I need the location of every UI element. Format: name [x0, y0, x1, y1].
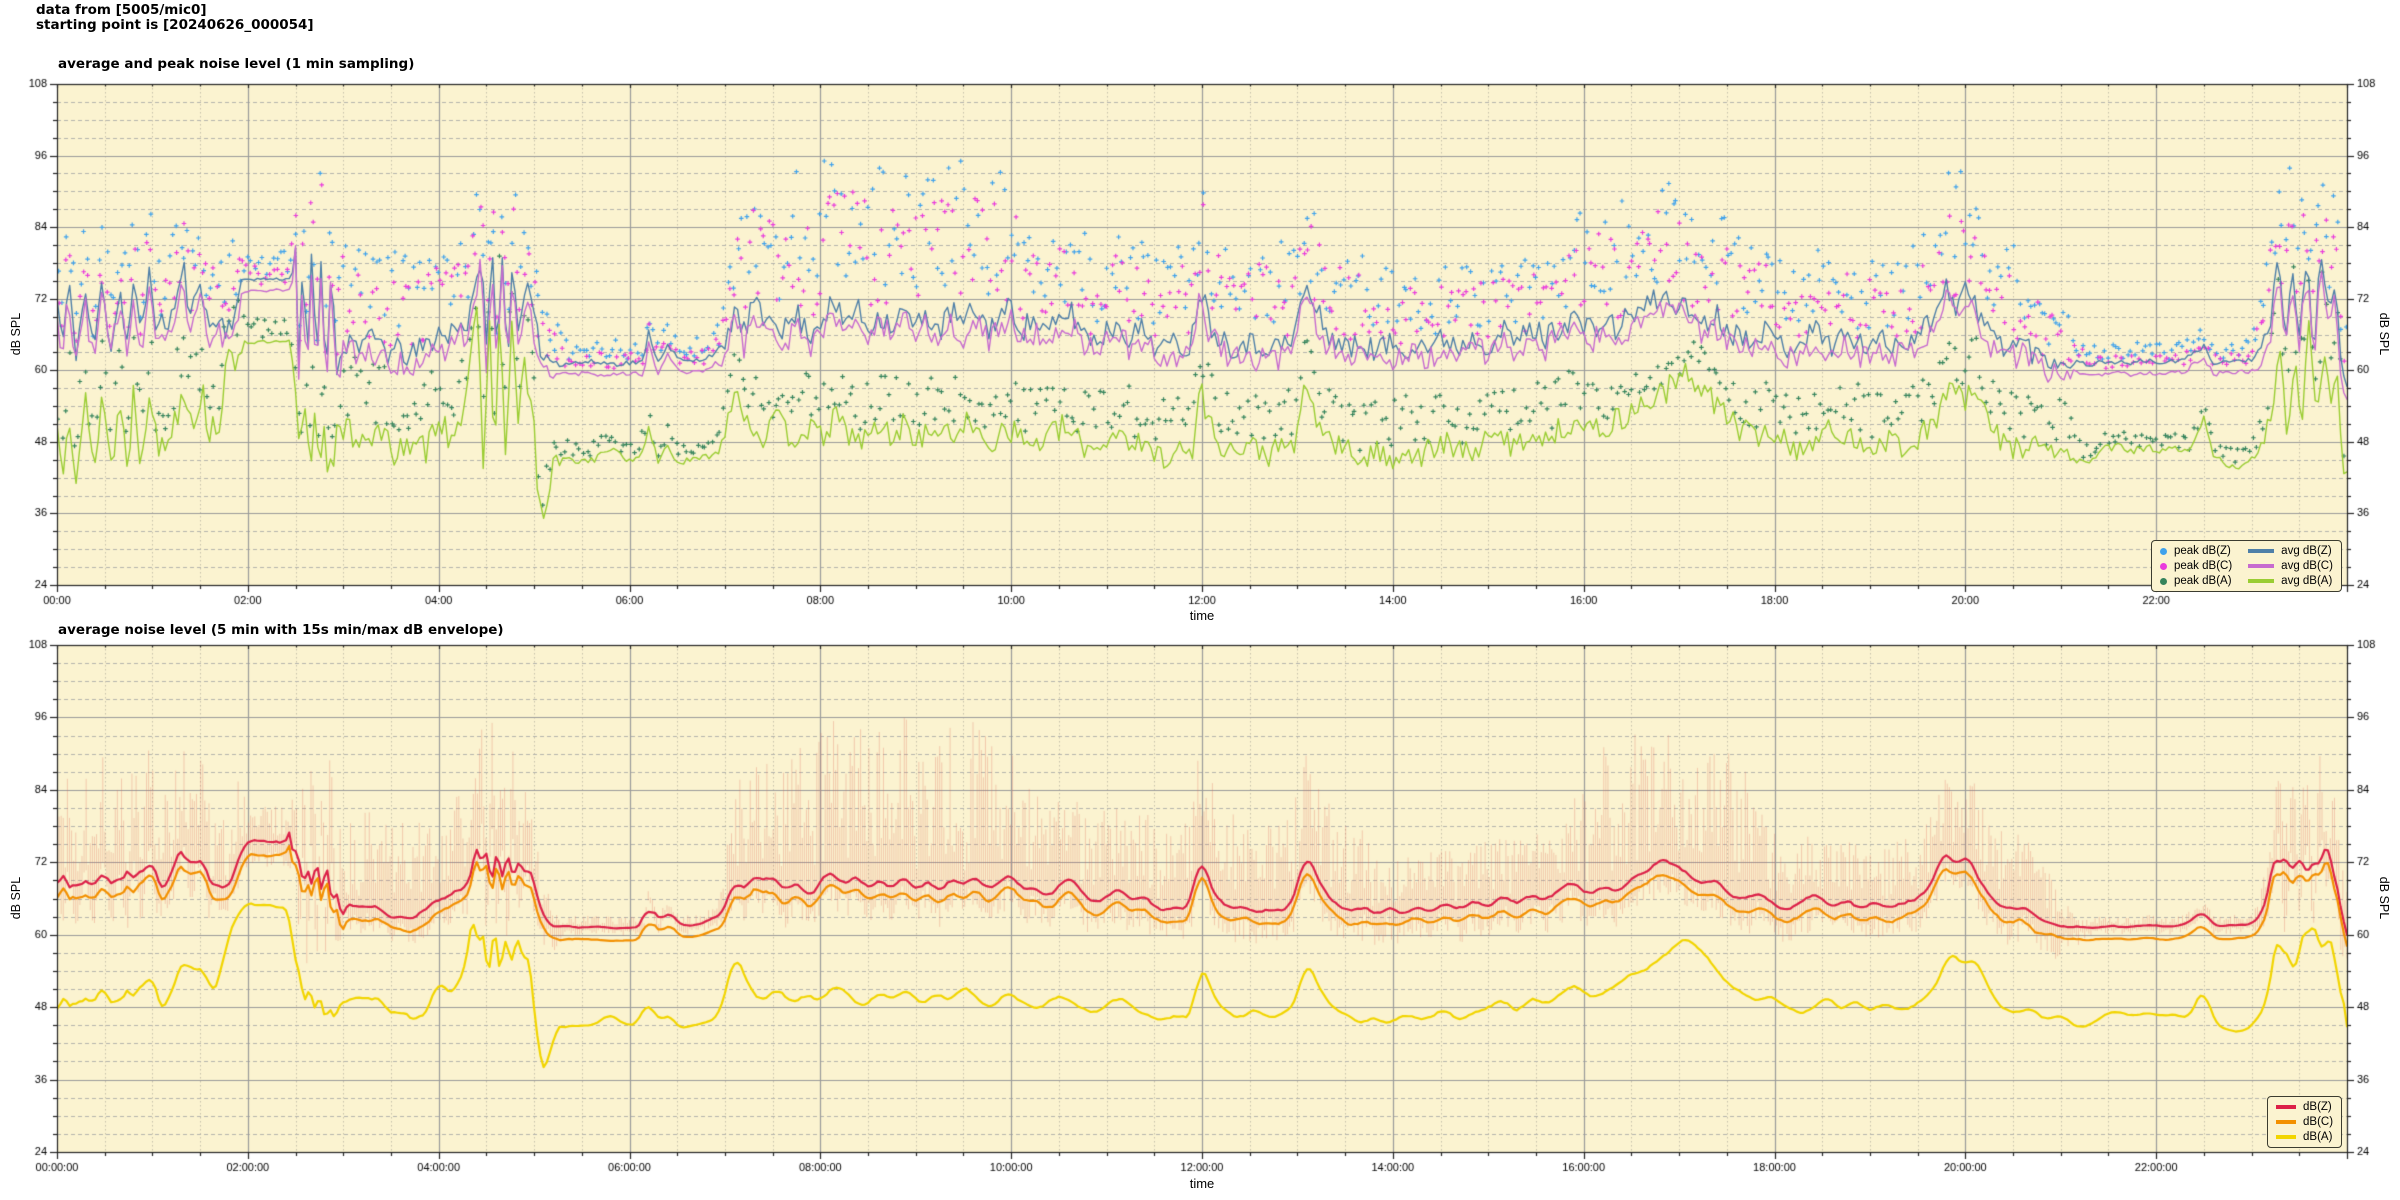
legend-columns: dB(Z) dB(C) dB(A) [2276, 1100, 2333, 1144]
line-swatch-avg-db-z [2248, 549, 2275, 553]
legend-item-avg-db-z: avg dB(Z) [2248, 544, 2333, 558]
header-start-line: starting point is [20240626_000054] [36, 17, 314, 33]
line-swatch-db-a [2276, 1135, 2296, 1139]
chart1-ylabel-right: dB SPL [2377, 312, 2391, 356]
legend-label-db-a: dB(A) [2303, 1131, 2333, 1143]
legend-item-db-c: dB(C) [2276, 1115, 2333, 1129]
legend-item-db-z: dB(Z) [2276, 1100, 2333, 1114]
legend-label-avg-db-a: avg dB(A) [2281, 575, 2333, 587]
legend-label-db-c: dB(C) [2303, 1116, 2334, 1128]
legend-column: avg dB(Z) avg dB(C) avg dB(A) [2248, 544, 2333, 588]
line-swatch-avg-db-a [2248, 579, 2275, 583]
line-swatch-avg-db-c [2248, 564, 2275, 568]
chart2-legend: dB(Z) dB(C) dB(A) [2267, 1096, 2343, 1148]
chart1-ylabel-left: dB SPL [9, 312, 23, 356]
legend-item-db-a: dB(A) [2276, 1130, 2333, 1144]
chart2-title: average noise level (5 min with 15s min/… [58, 622, 504, 638]
legend-label-peak-db-a: peak dB(A) [2174, 575, 2232, 587]
header-source-line: data from [5005/mic0] [36, 2, 207, 18]
legend-columns: peak dB(Z) peak dB(C) peak dB(A) avg dB(Z) a… [2160, 544, 2333, 588]
line-swatch-db-c [2276, 1120, 2296, 1124]
point-swatch-peak-db-z [2160, 547, 2167, 555]
legend-item-peak-db-c: peak dB(C) [2160, 559, 2232, 573]
chart2-xlabel: time [1189, 1176, 1215, 1191]
legend-label-peak-db-c: peak dB(C) [2174, 560, 2233, 572]
chart1-legend: peak dB(Z) peak dB(C) peak dB(A) avg dB(Z) a… [2151, 540, 2342, 592]
legend-label-avg-db-z: avg dB(Z) [2281, 545, 2332, 557]
legend-label-peak-db-z: peak dB(Z) [2174, 545, 2231, 557]
chart2-ylabel-right: dB SPL [2377, 876, 2391, 920]
chart2-ylabel-left: dB SPL [9, 876, 23, 920]
chart1-xlabel: time [1189, 608, 1215, 623]
legend-label-avg-db-c: avg dB(C) [2281, 560, 2333, 572]
legend-item-avg-db-a: avg dB(A) [2248, 574, 2333, 588]
legend-item-peak-db-z: peak dB(Z) [2160, 544, 2232, 558]
legend-column: peak dB(Z) peak dB(C) peak dB(A) [2160, 544, 2232, 588]
point-swatch-peak-db-a [2160, 577, 2167, 585]
chart1-title: average and peak noise level (1 min samp… [58, 56, 415, 72]
point-swatch-peak-db-c [2160, 562, 2167, 570]
legend-item-peak-db-a: peak dB(A) [2160, 574, 2232, 588]
legend-label-db-z: dB(Z) [2303, 1101, 2332, 1113]
legend-column: dB(Z) dB(C) dB(A) [2276, 1100, 2333, 1144]
line-swatch-db-z [2276, 1105, 2296, 1109]
legend-item-avg-db-c: avg dB(C) [2248, 559, 2333, 573]
